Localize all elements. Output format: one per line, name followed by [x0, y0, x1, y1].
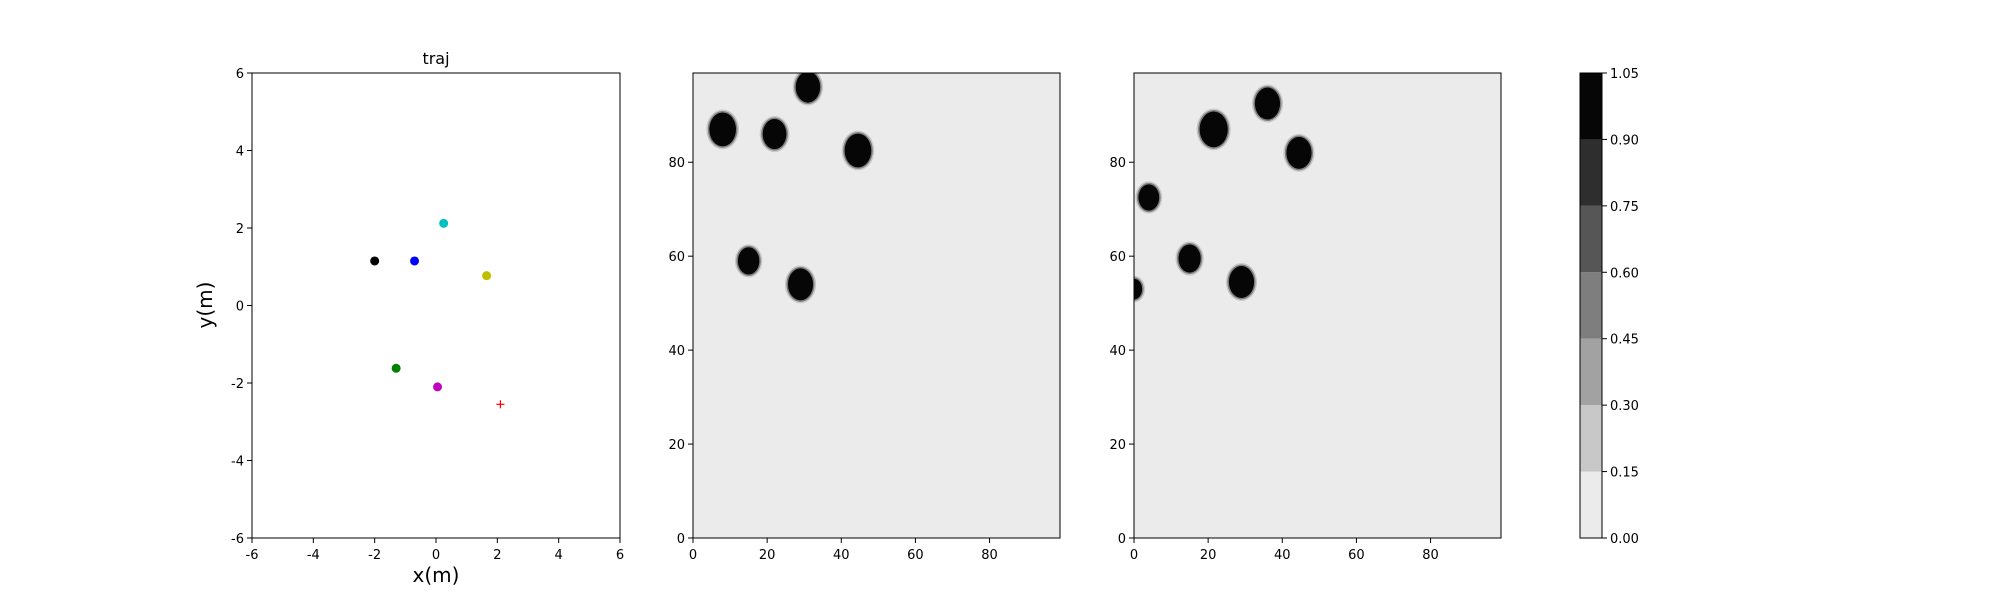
heatmap-1-y-tick-label: 20: [668, 438, 685, 453]
traj-x-tick-label: -6: [246, 548, 259, 563]
colorbar-band: [1580, 405, 1602, 472]
traj-x-tick-label: -2: [368, 548, 381, 563]
heatmap-1-x-tick-label: 80: [981, 548, 998, 563]
colorbar-tick-label: 0.90: [1610, 133, 1639, 148]
colorbar: 0.00 0.15 0.30 0.45 0.60 0.75 0.90 1.05: [1579, 67, 1639, 547]
heatmap-2-x-tick-label: 40: [1274, 548, 1291, 563]
traj-point: [433, 382, 443, 392]
heatmap-1-obstacle: [734, 244, 763, 278]
colorbar-band: [1580, 139, 1602, 206]
heatmap-1-x-tick-label: 20: [759, 548, 776, 563]
heatmap-2-obstacle: [1225, 263, 1258, 301]
heatmap-panel-1: 0 20 40 60 80 0 20 40 60 80: [668, 72, 1061, 563]
colorbar-tick-label: 1.05: [1610, 67, 1639, 82]
heatmap-2-x-tick-label: 80: [1422, 548, 1439, 563]
colorbar-band: [1580, 471, 1602, 538]
traj-x-tick-label: 0: [432, 548, 440, 563]
heatmap-1-background: [693, 73, 1060, 538]
colorbar-band: [1580, 205, 1602, 273]
traj-x-axis-label: x(m): [413, 563, 460, 587]
traj-plot-area: [251, 72, 621, 539]
heatmap-2-blobs: [1134, 73, 1501, 538]
traj-x-tick-label: 2: [493, 548, 501, 563]
heatmap-2-obstacle: [1175, 241, 1204, 276]
heatmap-1-x-tick-label: 0: [689, 548, 697, 563]
traj-y-tick-label: 2: [236, 222, 244, 237]
colorbar-tick-label: 0.75: [1610, 200, 1639, 215]
traj-y-tick-label: 0: [236, 300, 244, 315]
traj-y-tick-label: 6: [236, 67, 244, 82]
traj-point: [439, 218, 449, 228]
colorbar-band: [1580, 73, 1602, 140]
traj-y-tick-label: -6: [231, 532, 244, 547]
traj-panel: traj x(m) y(m) -6 -4 -2 0 2 4 6 -6 -4 -2 0 2 4 6: [193, 49, 624, 587]
traj-points: [370, 218, 505, 409]
colorbar-tick-label: 0.60: [1610, 266, 1639, 281]
traj-point: [410, 256, 420, 266]
colorbar-tick-label: 0.15: [1610, 466, 1639, 481]
heatmap-1-ticks: 0 20 40 60 80 0 20 40 60 80: [668, 156, 997, 563]
colorbar-tick-label: 0.30: [1610, 399, 1639, 414]
heatmap-1-y-tick-label: 60: [668, 250, 685, 265]
heatmap-1-obstacle: [784, 265, 817, 304]
traj-ticks: -6 -4 -2 0 2 4 6 -6 -4 -2 0 2 4 6: [231, 67, 624, 563]
colorbar-frame: [1579, 72, 1603, 539]
heatmap-1-y-tick-label: 0: [677, 532, 685, 547]
traj-y-axis-label: y(m): [193, 282, 217, 329]
traj-x-tick-label: 4: [555, 548, 563, 563]
heatmap-2-y-tick-label: 60: [1109, 250, 1126, 265]
heatmap-2-y-tick-label: 20: [1109, 438, 1126, 453]
heatmap-1-obstacle: [759, 116, 790, 153]
heatmap-panel-2: 0 20 40 60 80 0 20 40 60 80: [1109, 72, 1502, 563]
heatmap-1-blobs: [693, 73, 1060, 538]
heatmap-1-y-tick-label: 40: [668, 344, 685, 359]
heatmap-1-plot-area: [692, 72, 1061, 539]
traj-y-tick-label: -2: [231, 377, 244, 392]
heatmap-1-obstacle: [706, 109, 740, 150]
heatmap-2-obstacle: [1196, 108, 1231, 151]
heatmap-1-x-tick-label: 60: [907, 548, 924, 563]
heatmap-1-y-tick-label: 80: [668, 156, 685, 171]
traj-y-tick-label: -4: [231, 455, 244, 470]
heatmap-2-obstacle: [1134, 275, 1146, 303]
colorbar-tick-label: 0.00: [1610, 532, 1639, 547]
traj-point: [482, 271, 492, 281]
heatmap-2-ticks: 0 20 40 60 80 0 20 40 60 80: [1109, 156, 1438, 563]
heatmap-2-y-tick-label: 40: [1109, 344, 1126, 359]
heatmap-2-plot-area: [1133, 72, 1502, 539]
heatmap-2-y-tick-label: 80: [1109, 156, 1126, 171]
heatmap-2-x-tick-label: 20: [1200, 548, 1217, 563]
heatmap-2-x-tick-label: 60: [1348, 548, 1365, 563]
colorbar-band: [1580, 272, 1602, 339]
heatmap-1-x-tick-label: 40: [833, 548, 850, 563]
heatmap-2-obstacle: [1283, 133, 1315, 172]
colorbar-tick-label: 0.45: [1610, 333, 1639, 348]
traj-y-tick-label: 4: [236, 145, 244, 160]
heatmap-1-obstacle: [792, 73, 824, 106]
colorbar-band: [1580, 338, 1602, 406]
heatmap-2-x-tick-label: 0: [1130, 548, 1138, 563]
colorbar-bands: [1580, 73, 1602, 538]
colorbar-ticks: 0.00 0.15 0.30 0.45 0.60 0.75 0.90 1.05: [1602, 67, 1639, 547]
traj-x-tick-label: 6: [616, 548, 624, 563]
traj-goal-marker: [496, 400, 505, 409]
heatmap-1-obstacle: [841, 130, 875, 171]
heatmap-2-y-tick-label: 0: [1118, 532, 1126, 547]
heatmap-2-obstacle: [1135, 181, 1163, 214]
traj-point: [391, 363, 401, 373]
traj-title: traj: [422, 49, 449, 68]
heatmap-2-obstacle: [1251, 84, 1284, 123]
traj-x-tick-label: -4: [307, 548, 320, 563]
heatmap-2-background: [1134, 73, 1501, 538]
traj-point: [370, 256, 380, 266]
